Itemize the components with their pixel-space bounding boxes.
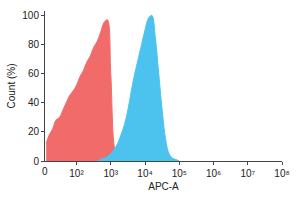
svg-text:0: 0 [33, 156, 39, 167]
svg-text:10⁸: 10⁸ [274, 168, 289, 179]
svg-text:40: 40 [28, 97, 40, 108]
svg-text:10³: 10³ [104, 168, 119, 179]
svg-text:100: 100 [22, 10, 39, 21]
svg-text:20: 20 [28, 126, 40, 137]
svg-text:10⁷: 10⁷ [240, 168, 255, 179]
svg-text:10⁵: 10⁵ [172, 168, 187, 179]
svg-text:10⁴: 10⁴ [137, 168, 152, 179]
svg-text:10⁶: 10⁶ [206, 168, 221, 179]
svg-text:Count (%): Count (%) [6, 63, 17, 108]
svg-text:60: 60 [28, 68, 40, 79]
svg-text:APC-A: APC-A [148, 181, 179, 192]
svg-text:80: 80 [28, 39, 40, 50]
svg-text:0: 0 [42, 166, 48, 177]
svg-text:10²: 10² [69, 168, 84, 179]
